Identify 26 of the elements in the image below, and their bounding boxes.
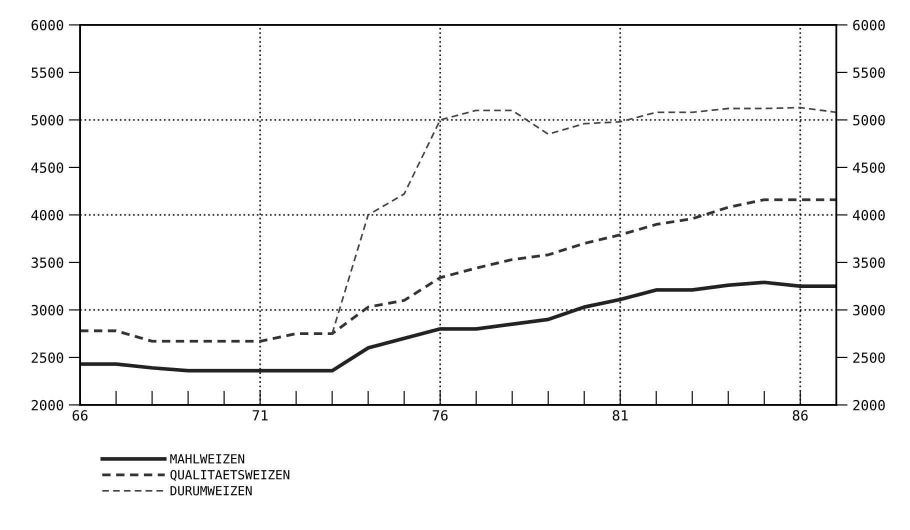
- x-tick-label: 66: [72, 410, 88, 421]
- y-tick-label: 3000: [32, 304, 64, 316]
- y2-tick-label: 6000: [853, 20, 885, 30]
- y-tick-label: 6000: [32, 20, 64, 30]
- y2-tick-label: 5500: [853, 67, 885, 78]
- legend-label: MAHLWEIZEN: [170, 454, 244, 464]
- y-tick-label: 3500: [32, 257, 64, 268]
- legend-label: DURUMWEIZEN: [170, 486, 252, 496]
- y-tick-label: 4500: [31, 162, 64, 173]
- x-tick-label: 76: [432, 410, 448, 421]
- y-tick-label: 2500: [32, 352, 64, 363]
- y2-tick-label: 4000: [852, 210, 885, 220]
- y-tick-label: 4000: [31, 210, 64, 220]
- y2-tick-label: 3500: [853, 257, 885, 268]
- y2-tick-label: 2000: [853, 400, 885, 410]
- y2-tick-label: 2500: [853, 352, 885, 363]
- y2-tick-label: 4500: [852, 162, 885, 173]
- legend-label: QUALITAETSWEIZEN: [170, 470, 290, 481]
- x-tick-label: 81: [612, 410, 628, 421]
- y-tick-label: 5000: [32, 114, 64, 126]
- y-tick-label: 5500: [32, 67, 64, 78]
- x-tick-label: 86: [792, 410, 808, 421]
- x-tick-label: 71: [252, 410, 268, 420]
- y2-tick-label: 5000: [853, 114, 885, 126]
- y-tick-label: 2000: [32, 400, 64, 410]
- y2-tick-label: 3000: [853, 304, 885, 316]
